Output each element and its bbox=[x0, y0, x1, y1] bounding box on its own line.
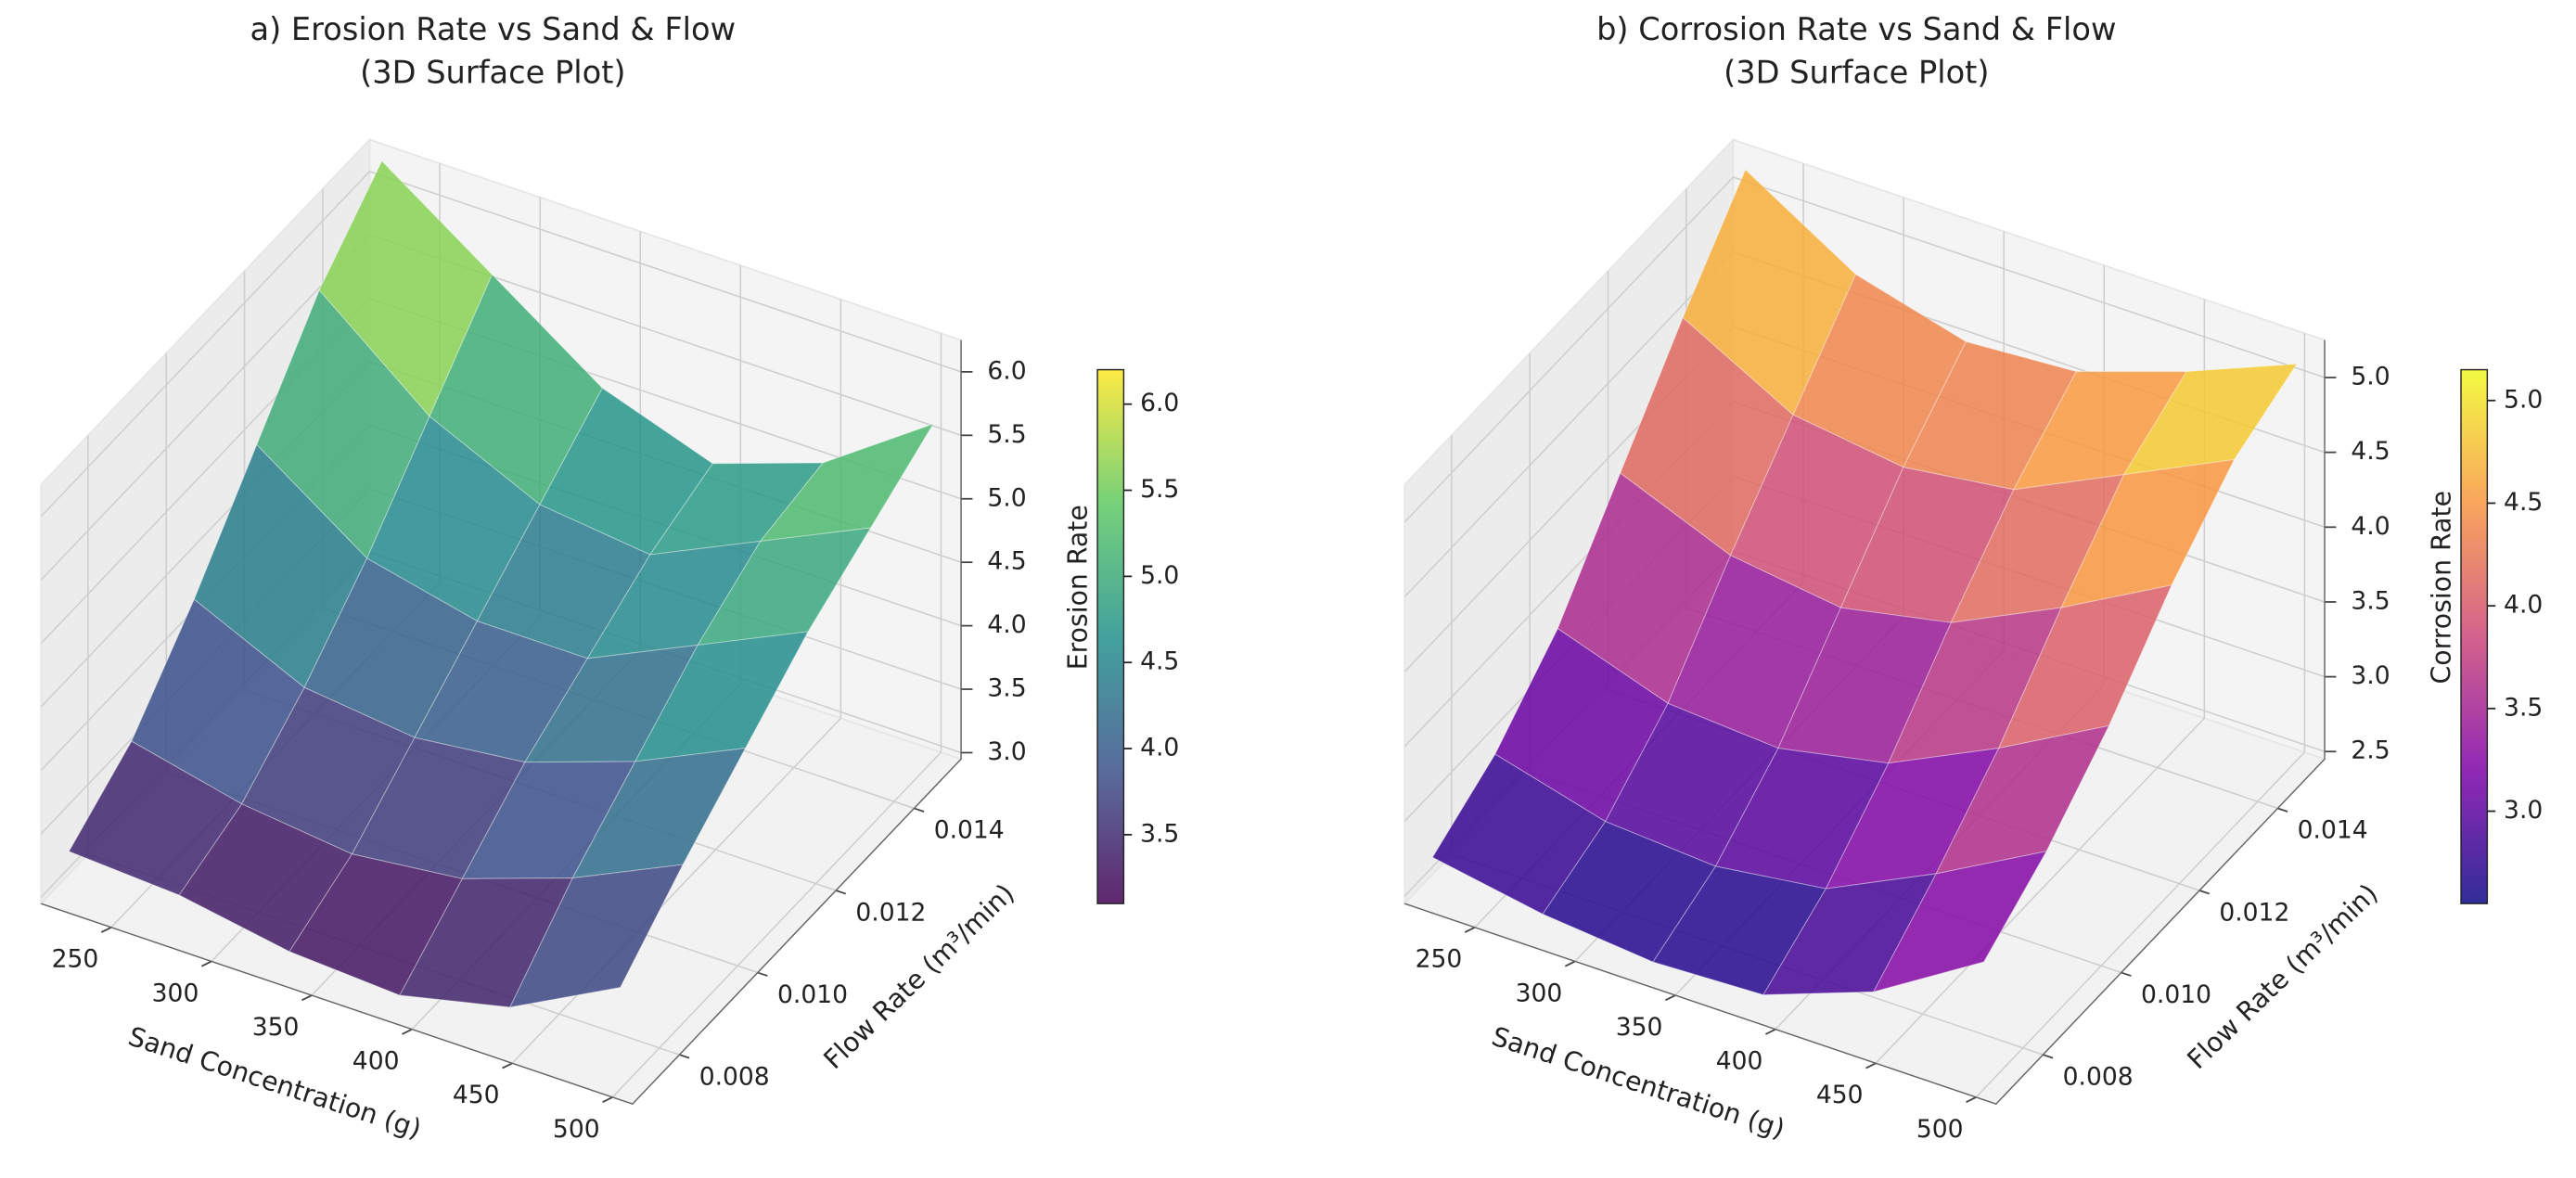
surface-patch bbox=[508, 864, 685, 1008]
y-tick-label: 0.010 bbox=[2141, 980, 2211, 1009]
grid-line bbox=[1403, 176, 2326, 523]
colorbar-tick-label: 3.5 bbox=[1140, 819, 1179, 848]
x-tick-label: 350 bbox=[1616, 1013, 1663, 1042]
z-tick-label: 4.5 bbox=[987, 547, 1026, 576]
colorbar-tick-label: 5.0 bbox=[2504, 385, 2543, 414]
colorbar bbox=[1096, 368, 1125, 904]
x-tick-label: 500 bbox=[553, 1115, 600, 1144]
z-tick-label: 6.0 bbox=[987, 356, 1026, 385]
x-tick-label: 350 bbox=[252, 1013, 300, 1042]
y-tick-label: 0.012 bbox=[2219, 898, 2289, 927]
grid-line bbox=[40, 170, 962, 518]
surface-patch bbox=[759, 423, 935, 543]
z-tick-label: 3.0 bbox=[987, 737, 1026, 766]
z-tick-label: 5.0 bbox=[2351, 363, 2390, 391]
surface-patch bbox=[2060, 458, 2236, 608]
y-tick bbox=[2043, 1054, 2054, 1059]
colorbar-tick-label: 3.5 bbox=[2504, 693, 2543, 722]
z-tick-label: 3.5 bbox=[2351, 586, 2390, 615]
colorbar-tick-label: 3.0 bbox=[2504, 796, 2543, 825]
x-tick-label: 250 bbox=[52, 945, 99, 974]
colorbar bbox=[2460, 368, 2489, 904]
chart-title: a) Erosion Rate vs Sand & Flow bbox=[250, 11, 737, 47]
x-tick-label: 400 bbox=[352, 1047, 400, 1076]
z-tick-label: 3.5 bbox=[987, 674, 1026, 703]
x-tick bbox=[502, 1062, 513, 1069]
chart-title: (3D Surface Plot) bbox=[360, 54, 625, 90]
x-tick bbox=[1966, 1096, 1977, 1104]
x-tick-label: 500 bbox=[1916, 1115, 1964, 1144]
y-tick bbox=[2198, 890, 2210, 895]
x-tick bbox=[602, 1096, 613, 1104]
z-tick-label: 2.5 bbox=[2351, 736, 2390, 765]
x-tick-label: 400 bbox=[1716, 1047, 1763, 1076]
y-tick bbox=[679, 1054, 690, 1059]
axis-line bbox=[41, 339, 962, 1106]
x-tick bbox=[1464, 926, 1476, 933]
chart-title: b) Corrosion Rate vs Sand & Flow bbox=[1596, 11, 2116, 47]
x-tick bbox=[1564, 960, 1576, 967]
y-tick bbox=[914, 807, 925, 813]
colorbar-tick-label: 5.0 bbox=[1140, 561, 1179, 590]
z-tick-label: 4.5 bbox=[2351, 437, 2390, 466]
z-tick-label: 5.0 bbox=[987, 483, 1026, 512]
colorbar-tick-label: 4.5 bbox=[1140, 647, 1179, 676]
z-tick-label: 4.0 bbox=[2351, 512, 2390, 541]
x-tick-label: 450 bbox=[1816, 1081, 1864, 1109]
y-tick-label: 0.014 bbox=[2298, 816, 2368, 845]
y-tick-label: 0.012 bbox=[855, 898, 926, 927]
y-tick-label: 0.008 bbox=[2063, 1062, 2134, 1091]
x-tick bbox=[200, 960, 212, 967]
x-tick bbox=[1865, 1062, 1877, 1069]
x-tick-label: 250 bbox=[1416, 945, 1463, 974]
y-tick bbox=[2277, 807, 2288, 813]
x-tick-label: 300 bbox=[152, 979, 199, 1007]
z-tick-label: 4.0 bbox=[987, 610, 1026, 639]
colorbar-tick-label: 4.5 bbox=[2504, 488, 2543, 517]
axis-line bbox=[1404, 339, 2326, 1106]
y-tick bbox=[2121, 971, 2132, 977]
colorbar-tick-label: 4.0 bbox=[2504, 591, 2543, 620]
y-tick-label: 0.010 bbox=[777, 980, 848, 1009]
x-tick bbox=[402, 1028, 413, 1035]
x-tick bbox=[301, 994, 313, 1002]
colorbar-tick-label: 6.0 bbox=[1140, 389, 1179, 417]
x-tick-label: 300 bbox=[1516, 979, 1563, 1007]
y-tick-label: 0.014 bbox=[934, 816, 1005, 845]
colorbar-label: Erosion Rate bbox=[1063, 505, 1094, 670]
surface-patch bbox=[1935, 724, 2110, 875]
surface-patch bbox=[634, 631, 810, 762]
x-tick bbox=[100, 926, 112, 933]
y-tick bbox=[757, 971, 768, 977]
colorbar-tick-label: 5.5 bbox=[1140, 475, 1179, 504]
grid-line bbox=[1975, 333, 2306, 1098]
x-tick bbox=[1765, 1028, 1776, 1035]
chart-title: (3D Surface Plot) bbox=[1724, 54, 1989, 90]
grid-line bbox=[611, 333, 942, 1098]
x-tick bbox=[1664, 994, 1676, 1002]
colorbar-label: Corrosion Rate bbox=[2427, 491, 2457, 685]
z-tick-label: 5.5 bbox=[987, 420, 1026, 449]
y-tick-label: 0.008 bbox=[699, 1062, 770, 1091]
surface-patch bbox=[697, 527, 872, 647]
colorbar-tick-label: 4.0 bbox=[1140, 734, 1179, 762]
y-tick bbox=[835, 890, 847, 895]
x-tick-label: 450 bbox=[453, 1081, 500, 1109]
z-tick-label: 3.0 bbox=[2351, 661, 2390, 690]
surface-patch bbox=[1872, 850, 2048, 993]
